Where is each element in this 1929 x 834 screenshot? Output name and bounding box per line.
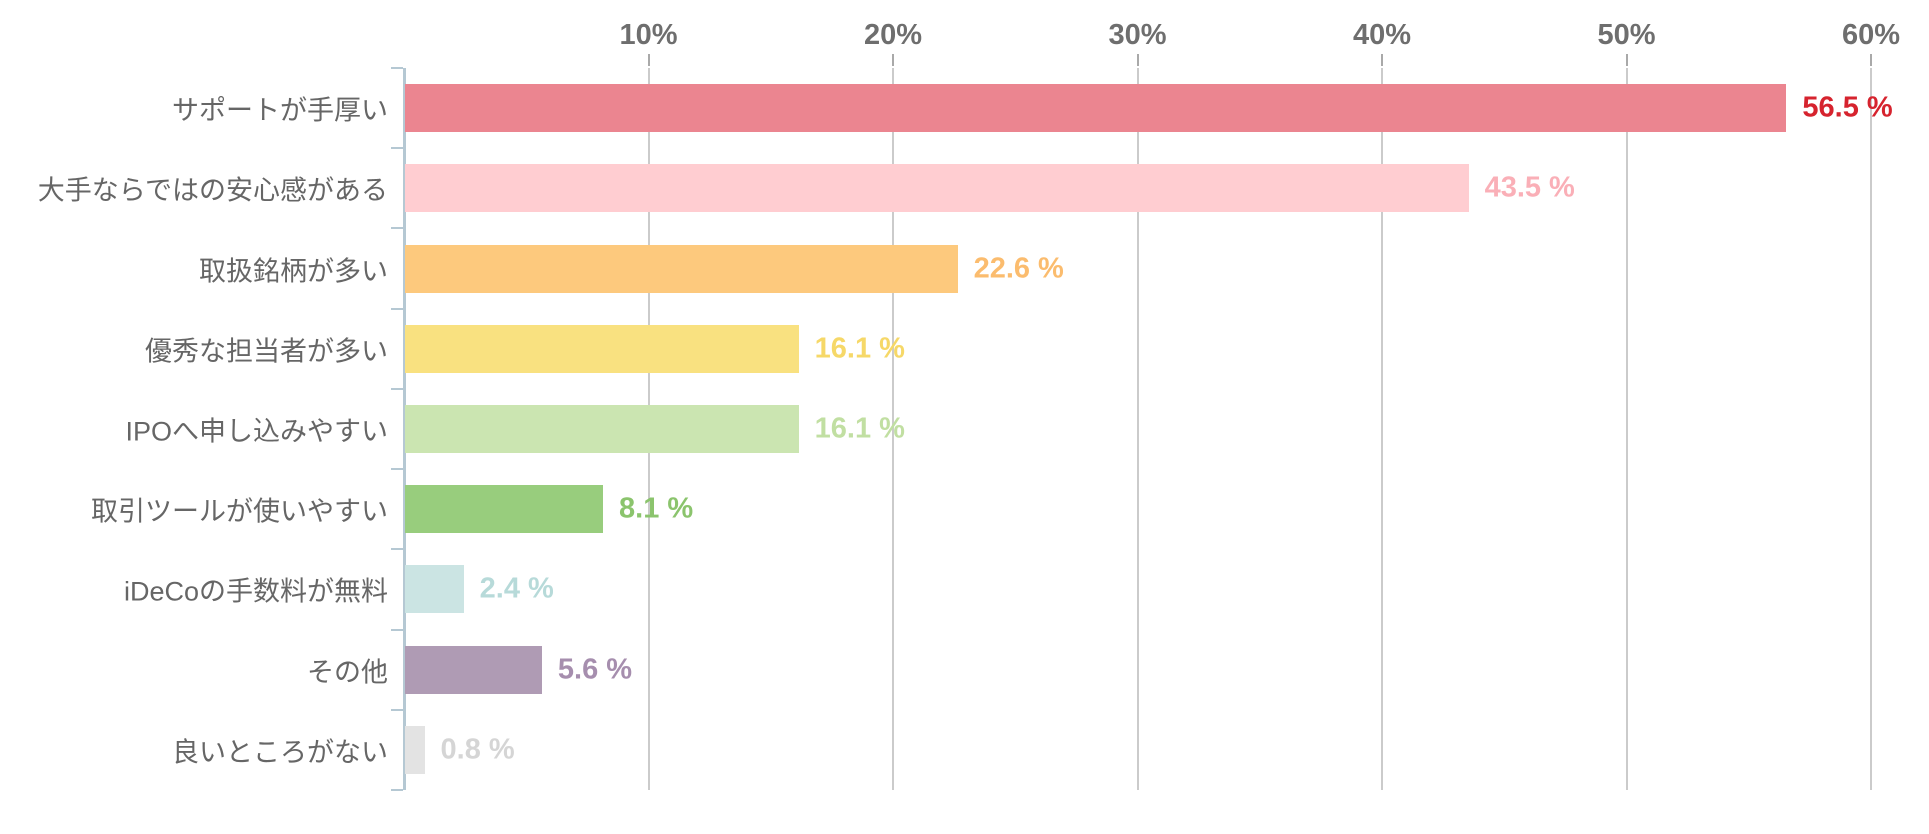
bar <box>405 405 799 453</box>
bar <box>405 164 1469 213</box>
x-axis-tick-label: 60% <box>1841 19 1901 51</box>
value-label: 22.6 % <box>973 252 1064 285</box>
x-axis-tick-mark <box>1381 54 1383 66</box>
x-axis-tick-mark <box>1625 54 1628 66</box>
y-axis-tick-mark <box>391 147 403 150</box>
y-axis-tick-mark <box>391 387 403 390</box>
y-axis-tick-mark <box>391 708 403 711</box>
y-axis-tick-mark <box>391 628 403 631</box>
category-label: 大手ならではの安心感がある <box>37 175 388 206</box>
y-axis-line <box>403 68 406 790</box>
y-axis-tick-mark <box>391 789 403 791</box>
x-axis-tick-label: 10% <box>619 19 678 51</box>
x-axis-tick-mark <box>1870 54 1872 66</box>
gridline <box>1381 68 1383 790</box>
x-axis-tick-label: 30% <box>1108 19 1167 51</box>
x-axis-tick-label: 50% <box>1597 19 1656 51</box>
y-axis-tick-mark <box>391 227 403 230</box>
x-axis-tick-mark <box>647 54 650 66</box>
bar <box>405 324 799 373</box>
category-label: iDeCoの手数料が無料 <box>123 576 388 607</box>
category-label: IPOへ申し込みやすい <box>125 416 388 447</box>
bar <box>405 645 542 694</box>
gridline <box>1870 68 1872 790</box>
x-axis-tick-mark <box>1136 54 1139 66</box>
bar <box>405 244 958 293</box>
x-axis-tick-label: 40% <box>1352 19 1412 51</box>
bar <box>405 565 464 614</box>
category-label: サポートが手厚い <box>172 95 388 126</box>
bar <box>405 84 1787 133</box>
gridline <box>892 68 894 790</box>
value-label: 8.1 % <box>619 492 694 525</box>
value-label: 16.1 % <box>814 332 905 365</box>
value-label: 43.5 % <box>1484 171 1575 204</box>
x-axis-tick-mark <box>892 54 894 66</box>
bar <box>405 725 425 774</box>
y-axis-tick-mark <box>391 307 403 310</box>
category-label: 取引ツールが使いやすい <box>91 496 388 527</box>
gridline <box>1625 68 1628 790</box>
value-label: 56.5 % <box>1802 91 1893 124</box>
category-label: 良いところがない <box>172 737 388 768</box>
value-label: 16.1 % <box>814 412 905 445</box>
bar <box>405 485 604 534</box>
y-axis-tick-mark <box>391 548 403 551</box>
value-label: 5.6 % <box>557 653 633 686</box>
category-label: その他 <box>307 657 388 688</box>
category-label: 優秀な担当者が多い <box>145 336 388 367</box>
y-axis-tick-mark <box>391 67 403 69</box>
value-label: 0.8 % <box>440 733 515 766</box>
value-label: 2.4 % <box>479 572 554 605</box>
x-axis-tick-label: 20% <box>863 19 923 51</box>
y-axis-tick-mark <box>391 468 403 471</box>
gridline <box>1136 68 1139 790</box>
category-label: 取扱銘柄が多い <box>199 256 388 287</box>
